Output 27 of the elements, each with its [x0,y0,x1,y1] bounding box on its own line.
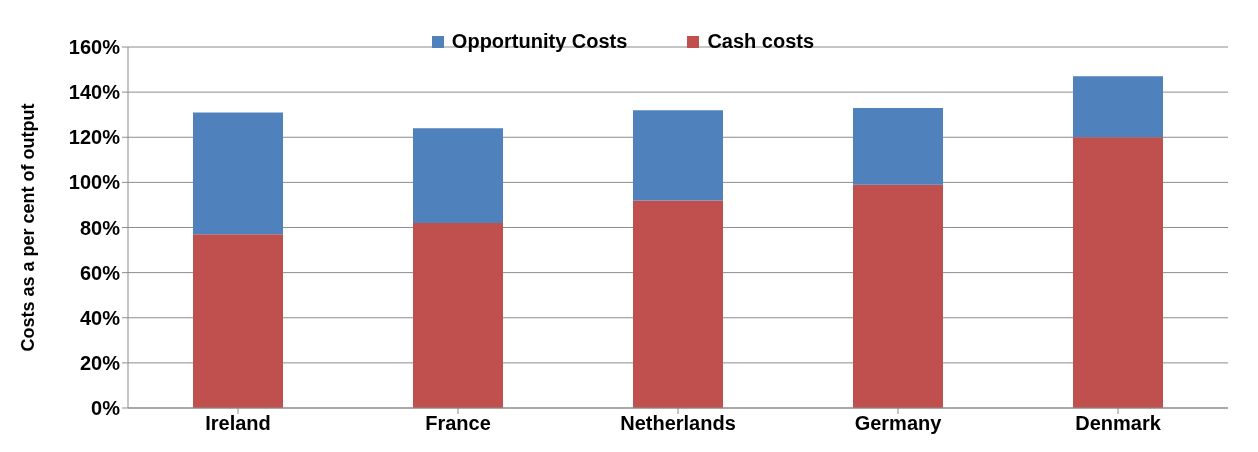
bar [413,128,503,223]
bar [1073,76,1163,138]
y-tick-label: 140% [68,81,121,104]
bar [853,107,943,185]
x-tick-label: Germany [854,412,943,435]
y-tick-label: 120% [68,126,121,149]
bar [853,184,943,408]
bar [413,222,503,408]
x-tick-label: Denmark [1075,412,1162,435]
x-tick-label: France [425,412,491,435]
y-tick-label: 20% [79,351,121,374]
legend-label: Cash costs [706,30,815,53]
bar [633,110,723,201]
y-tick-label: 80% [79,216,121,239]
x-tick-label: Netherlands [620,412,736,435]
y-tick-label: 100% [68,171,121,194]
y-tick-label: 0% [91,397,121,420]
bar [193,234,283,408]
x-tick-label: Ireland [205,412,271,435]
bar [1073,137,1163,408]
bar [193,112,283,235]
bar [633,200,723,408]
y-axis-title: Costs as a per cent of output [18,103,39,352]
y-tick-label: 40% [79,306,121,329]
y-tick-label: 160% [68,36,121,59]
legend-label: Opportunity Costs [450,30,628,53]
y-tick-label: 60% [79,261,121,284]
